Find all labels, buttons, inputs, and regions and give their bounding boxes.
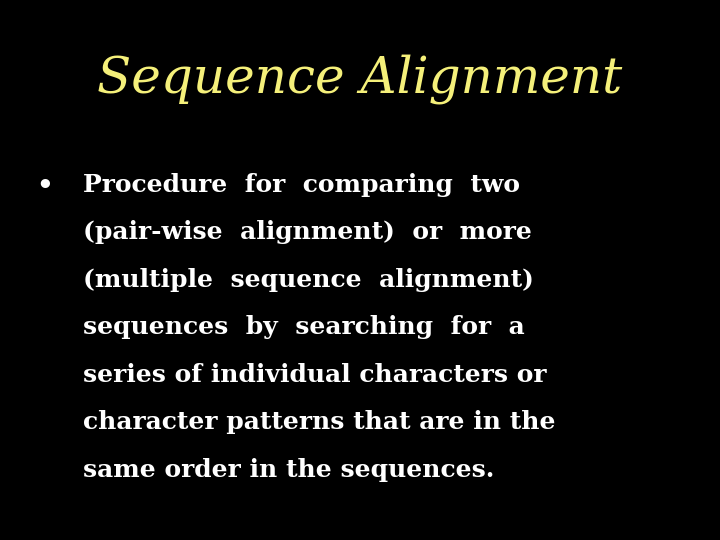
Text: same order in the sequences.: same order in the sequences. [83, 458, 494, 482]
Text: •: • [36, 173, 53, 198]
Text: character patterns that are in the: character patterns that are in the [83, 410, 555, 434]
Text: sequences  by  searching  for  a: sequences by searching for a [83, 315, 525, 339]
Text: Procedure  for  comparing  two: Procedure for comparing two [83, 173, 520, 197]
Text: series of individual characters or: series of individual characters or [83, 363, 546, 387]
Text: (multiple  sequence  alignment): (multiple sequence alignment) [83, 268, 534, 292]
Text: (pair-wise  alignment)  or  more: (pair-wise alignment) or more [83, 220, 531, 244]
Text: Sequence Alignment: Sequence Alignment [97, 54, 623, 104]
